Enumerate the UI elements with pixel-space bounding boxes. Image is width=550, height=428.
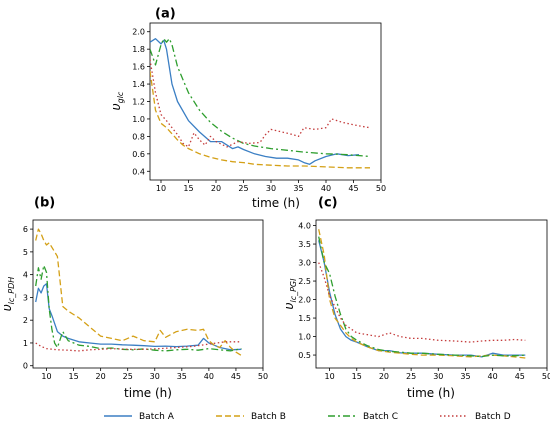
x-tick-label: 15 [183,184,193,193]
axes-frame [32,219,264,369]
x-tick-label: 45 [348,184,358,193]
x-tick-label: 45 [515,372,525,381]
x-axis-label: time (h) [124,386,172,400]
y-tick-label: 3.0 [298,259,311,268]
y-tick-label: 3 [23,293,28,302]
x-tick-label: 10 [156,184,166,193]
y-tick-label: 3.5 [298,240,311,249]
y-tick-label: 1.5 [298,314,311,323]
y-tick-label: 2.0 [298,296,311,305]
series-line-batch-c [150,38,371,158]
axes-frame [315,219,548,369]
y-tick-label: 6 [23,225,28,234]
series-line-batch-c [35,264,242,352]
series-line-batch-d [318,262,526,343]
x-tick-label: 50 [376,184,386,193]
panel-a: (a) 10 15 20 25 30 35 40 45 50 0.4 0.6 0.8 1.0 1.2 1.4 1… [109,7,386,211]
y-tick-label: 1.4 [132,80,145,89]
y-tick-label: 2 [23,316,28,325]
x-tick-label: 15 [352,372,362,381]
y-axis-label: υglc [109,91,125,110]
x-tick-label: 10 [41,372,51,381]
x-tick-label: 20 [96,372,106,381]
x-tick-label: 35 [293,184,303,193]
series-line-batch-a [318,240,526,358]
x-tick-label: 10 [324,372,334,381]
x-tick-label: 50 [258,372,268,381]
x-tick-label: 40 [204,372,214,381]
y-tick-label: 0.8 [132,132,145,141]
x-axis-label: time (h) [252,196,300,210]
x-tick-label: 40 [321,184,331,193]
panel-label: (c) [318,196,338,211]
y-tick-label: 0.6 [132,150,145,159]
legend-label: Batch D [475,412,511,422]
x-tick-label: 20 [379,372,389,381]
y-tick-label: 0 [23,362,28,371]
x-tick-label: 30 [266,184,276,193]
y-tick-label: 2.5 [298,277,311,286]
y-tick-label: 4.0 [298,222,311,231]
x-tick-label: 25 [406,372,416,381]
y-tick-label: 1.0 [132,115,145,124]
legend-label: Batch B [251,412,286,422]
panel-label: (b) [34,196,55,211]
series-line-batch-a [35,283,242,351]
panel-c: (c) 10 15 20 25 30 35 40 45 50 0.5 1.0 1.5 2.0 2.5 3.0 3… [282,196,550,401]
y-tick-label: 1.2 [132,98,145,107]
x-tick-label: 30 [150,372,160,381]
y-axis-label: υlc_PDH [0,277,16,312]
x-tick-label: 45 [231,372,241,381]
y-axis-label: υlc_PGI [282,278,298,310]
y-tick-label: 1 [23,339,28,348]
y-tick-label: 0.4 [132,167,145,176]
x-tick-label: 15 [68,372,78,381]
y-tick-label: 2.0 [132,28,145,37]
x-tick-label: 35 [460,372,470,381]
x-tick-label: 20 [211,184,221,193]
series-line-batch-d [150,59,371,148]
x-tick-label: 25 [123,372,133,381]
y-tick-label: 1.0 [298,333,311,342]
x-tick-label: 35 [177,372,187,381]
series-line-batch-a [150,38,360,165]
legend-label: Batch C [363,412,398,422]
y-tick-label: 0.5 [298,351,311,360]
legend-label: Batch A [139,412,175,422]
series-line-batch-c [318,236,526,358]
y-tick-label: 4 [23,271,28,280]
x-tick-label: 30 [433,372,443,381]
legend: Batch A Batch B Batch C Batch D [104,412,511,422]
x-axis-label: time (h) [407,386,455,400]
panel-label: (a) [155,7,176,22]
series-line-batch-d [35,341,242,352]
x-tick-label: 25 [238,184,248,193]
y-tick-label: 1.8 [132,45,145,54]
series-line-batch-b [35,228,242,357]
series-line-batch-b [150,70,370,169]
x-tick-label: 50 [542,372,550,381]
y-tick-label: 1.6 [132,63,145,72]
x-tick-label: 40 [488,372,498,381]
y-tick-label: 5 [23,248,28,257]
